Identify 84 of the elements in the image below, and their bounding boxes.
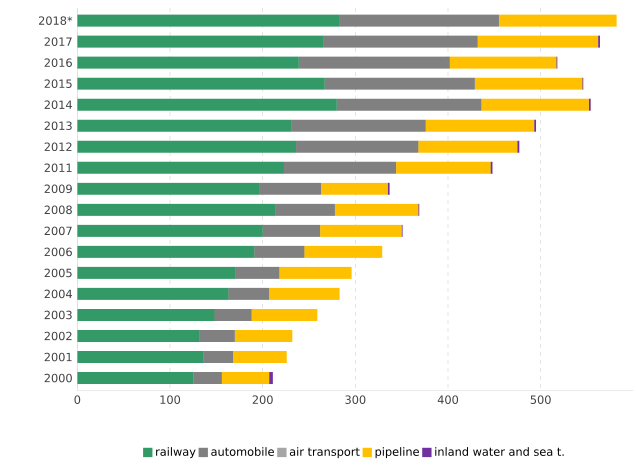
legend-label: railway bbox=[156, 446, 196, 458]
bar bbox=[254, 246, 304, 258]
bar bbox=[233, 350, 287, 363]
bar bbox=[321, 182, 388, 195]
bar bbox=[450, 56, 556, 69]
y-tick-label: 2016 bbox=[44, 58, 72, 67]
bar bbox=[77, 288, 228, 300]
y-tick-label: 2000 bbox=[44, 374, 72, 382]
bar bbox=[77, 182, 260, 195]
bar bbox=[296, 140, 418, 153]
bar bbox=[324, 78, 475, 90]
bar bbox=[77, 266, 236, 279]
legend-label: air transport bbox=[290, 446, 360, 458]
bar bbox=[77, 204, 276, 216]
x-tick-label: 500 bbox=[530, 395, 551, 404]
bar bbox=[77, 140, 296, 153]
x-tick-label: 0 bbox=[74, 395, 80, 404]
bar bbox=[77, 120, 292, 132]
y-tick-label: 2015 bbox=[44, 79, 72, 88]
bar bbox=[214, 308, 252, 321]
bar bbox=[276, 204, 335, 216]
y-tick-label: 2012 bbox=[44, 142, 72, 151]
bar bbox=[77, 56, 299, 69]
bar bbox=[252, 308, 318, 321]
bar bbox=[228, 288, 270, 300]
x-tick-label: 300 bbox=[345, 395, 366, 404]
y-tick-label: 2002 bbox=[44, 332, 72, 340]
legend-label: inland water and sea t. bbox=[435, 446, 564, 456]
legend-label: automobile bbox=[211, 446, 274, 456]
bar bbox=[284, 162, 396, 174]
bar bbox=[77, 350, 204, 363]
bar bbox=[77, 372, 194, 384]
y-tick-label: 2001 bbox=[44, 352, 72, 362]
bar bbox=[77, 98, 337, 111]
bar bbox=[236, 266, 280, 279]
bar bbox=[77, 224, 263, 237]
bar bbox=[334, 204, 418, 216]
bar bbox=[478, 35, 598, 48]
x-tick-label: 100 bbox=[160, 395, 180, 404]
bar bbox=[269, 288, 340, 300]
bar bbox=[418, 140, 518, 153]
bar bbox=[77, 308, 214, 321]
bar bbox=[203, 350, 234, 363]
y-tick-label: 2004 bbox=[44, 290, 72, 298]
y-tick-label: 2009 bbox=[44, 184, 72, 193]
bar bbox=[269, 372, 273, 384]
y-tick-label: 2006 bbox=[44, 247, 72, 256]
bar bbox=[77, 14, 340, 26]
bar bbox=[193, 372, 222, 384]
y-tick-label: 2005 bbox=[44, 268, 72, 278]
bar bbox=[77, 330, 200, 342]
y-tick-label: 2018* bbox=[38, 16, 72, 25]
bar bbox=[77, 35, 324, 48]
bar bbox=[340, 14, 499, 26]
y-tick-label: 2007 bbox=[44, 226, 72, 235]
bar bbox=[291, 120, 426, 132]
bar bbox=[260, 182, 322, 195]
y-tick-label: 2011 bbox=[44, 163, 72, 172]
x-tick-label: 400 bbox=[438, 395, 458, 404]
bar bbox=[222, 372, 270, 384]
bar bbox=[77, 78, 325, 90]
bar bbox=[304, 246, 382, 258]
y-tick-label: 2014 bbox=[44, 100, 72, 109]
bar bbox=[481, 98, 589, 111]
y-tick-label: 2003 bbox=[44, 310, 72, 320]
bar bbox=[474, 78, 582, 90]
y-tick-label: 2008 bbox=[44, 205, 72, 214]
y-tick-label: 2017 bbox=[44, 37, 72, 46]
legend-label: pipeline bbox=[376, 446, 419, 458]
bar bbox=[279, 266, 352, 279]
bar bbox=[262, 224, 320, 237]
bar bbox=[234, 330, 292, 342]
bar bbox=[336, 98, 482, 111]
bar bbox=[498, 14, 617, 26]
bar bbox=[396, 162, 491, 174]
bar bbox=[200, 330, 235, 342]
bar bbox=[77, 162, 284, 174]
bar bbox=[77, 246, 254, 258]
y-tick-label: 2013 bbox=[44, 121, 72, 130]
bar bbox=[324, 35, 478, 48]
bar bbox=[426, 120, 534, 132]
bar bbox=[320, 224, 402, 237]
x-tick-label: 200 bbox=[252, 395, 273, 404]
bar bbox=[298, 56, 450, 69]
